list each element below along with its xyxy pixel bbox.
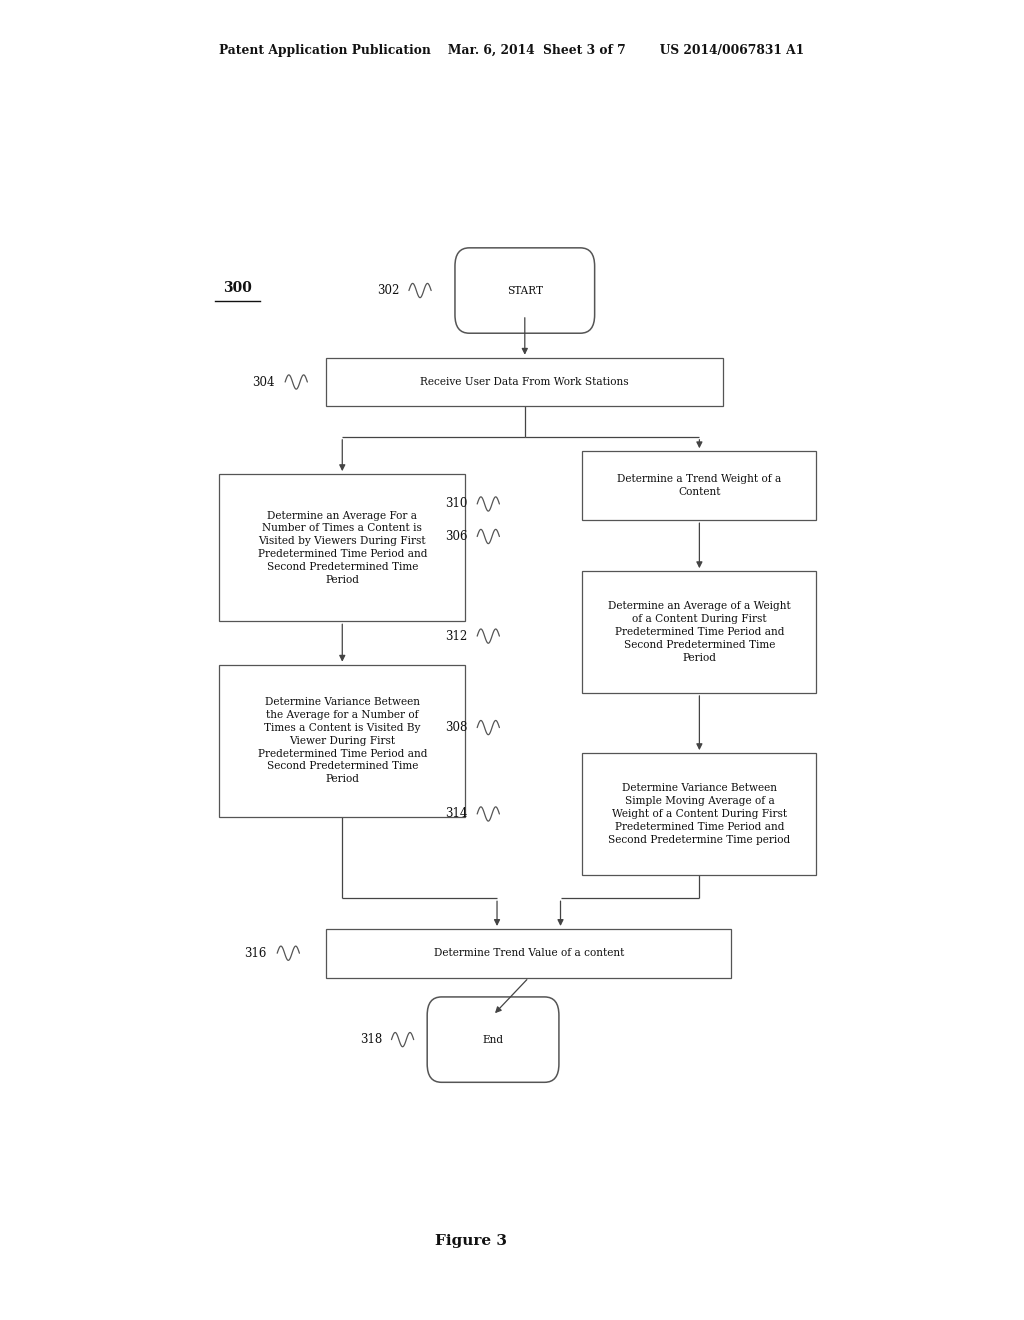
Text: 314: 314 [445, 808, 468, 821]
Text: Receive User Data From Work Stations: Receive User Data From Work Stations [421, 378, 629, 387]
Text: 316: 316 [245, 946, 267, 960]
Text: 302: 302 [377, 284, 399, 297]
Text: START: START [507, 285, 543, 296]
Text: 306: 306 [445, 531, 468, 543]
Text: Determine an Average of a Weight
of a Content During First
Predetermined Time Pe: Determine an Average of a Weight of a Co… [608, 602, 791, 663]
Text: Determine Variance Between
the Average for a Number of
Times a Content is Visite: Determine Variance Between the Average f… [257, 697, 427, 784]
Text: 300: 300 [223, 281, 252, 296]
FancyBboxPatch shape [327, 358, 723, 407]
FancyBboxPatch shape [219, 474, 465, 622]
Text: 312: 312 [445, 630, 468, 643]
Text: Determine a Trend Weight of a
Content: Determine a Trend Weight of a Content [617, 474, 781, 498]
FancyBboxPatch shape [583, 752, 816, 875]
Text: Determine Variance Between
Simple Moving Average of a
Weight of a Content During: Determine Variance Between Simple Moving… [608, 783, 791, 845]
FancyBboxPatch shape [327, 929, 731, 978]
Text: 304: 304 [252, 375, 274, 388]
FancyBboxPatch shape [427, 997, 559, 1082]
FancyBboxPatch shape [583, 572, 816, 693]
Text: 308: 308 [445, 721, 468, 734]
Text: Figure 3: Figure 3 [435, 1234, 507, 1247]
Text: 318: 318 [359, 1034, 382, 1047]
Text: End: End [482, 1035, 504, 1044]
Text: Determine Trend Value of a content: Determine Trend Value of a content [433, 948, 624, 958]
FancyBboxPatch shape [219, 664, 465, 817]
FancyBboxPatch shape [583, 451, 816, 520]
Text: Determine an Average For a
Number of Times a Content is
Visited by Viewers Durin: Determine an Average For a Number of Tim… [257, 511, 427, 585]
Text: 310: 310 [445, 498, 468, 511]
FancyBboxPatch shape [455, 248, 595, 333]
Text: Patent Application Publication    Mar. 6, 2014  Sheet 3 of 7        US 2014/0067: Patent Application Publication Mar. 6, 2… [219, 44, 805, 57]
